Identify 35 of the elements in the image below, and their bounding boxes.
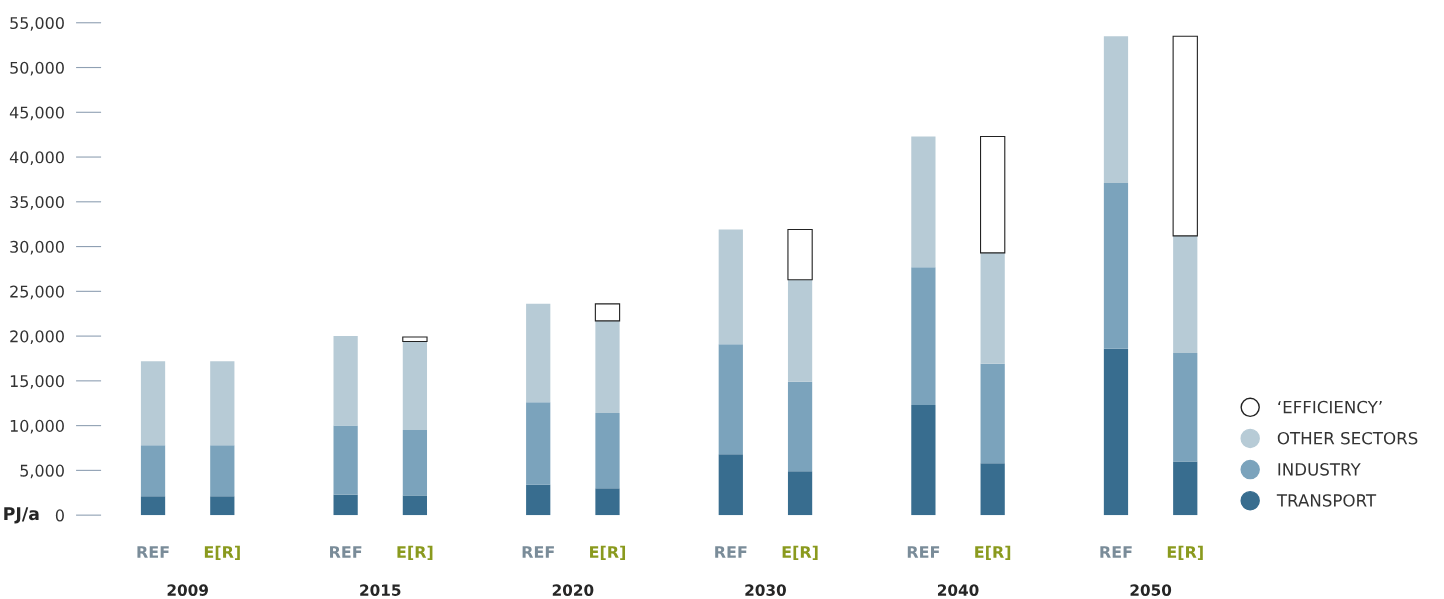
y-tick-label: 45,000	[9, 106, 64, 121]
y-tick-label: 40,000	[9, 151, 64, 165]
y-tick-label: 50,000	[10, 61, 64, 76]
x-tick-label: REF	[1100, 546, 1132, 558]
y-tick-label: 15,000	[10, 375, 64, 389]
text: 2040	[937, 584, 979, 596]
x-tick-label: E[R]	[590, 545, 626, 560]
x-tick-label: REF	[137, 546, 169, 558]
text: 2015	[360, 584, 401, 596]
y-tick-label: 0	[55, 509, 64, 522]
y-tick-label: 35,000	[10, 196, 64, 210]
y-tick-label: 20,000	[10, 330, 64, 345]
x-tick-label: E[R]	[975, 545, 1011, 560]
text: 2050	[1130, 584, 1172, 596]
text: 2009	[167, 584, 208, 596]
x-tick-label: E[R]	[204, 545, 240, 560]
x-tick-label: REF	[715, 546, 747, 558]
legend-label: INDUSTRY	[1278, 463, 1361, 476]
legend-label: OTHER SECTORS	[1277, 431, 1418, 445]
text: 2030	[745, 584, 786, 596]
y-tick-label: 55,000	[10, 16, 64, 31]
x-tick-label: E[R]	[1167, 545, 1203, 560]
y-axis-title: PJ/a	[4, 507, 39, 524]
x-tick-label: REF	[907, 546, 940, 558]
text: 2020	[552, 584, 594, 596]
y-tick-label: 25,000	[10, 285, 64, 300]
x-tick-label: E[R]	[397, 545, 433, 560]
y-tick-label: 30,000	[10, 240, 64, 255]
x-tick-label: REF	[330, 546, 362, 558]
x-tick-label: E[R]	[782, 545, 818, 560]
legend-label: ‘EFFICIENCY’	[1278, 400, 1382, 414]
x-tick-label: REF	[522, 546, 554, 558]
y-tick-label: 5,000	[20, 464, 64, 479]
y-tick-label: 10,000	[10, 419, 64, 434]
legend-label: TRANSPORT	[1276, 494, 1377, 507]
